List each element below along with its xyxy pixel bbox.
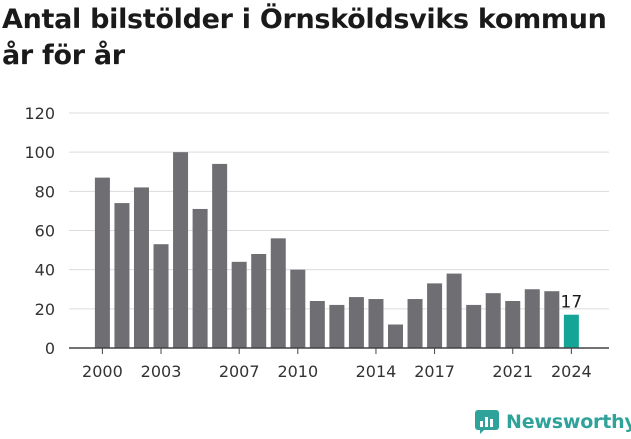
y-tick-label: 0 [45,339,55,358]
bar-2021 [505,301,521,348]
x-axis [69,347,609,354]
x-tick-label: 2000 [82,362,123,381]
bar-2016 [407,299,423,348]
x-tick-label: 2024 [551,362,592,381]
bar-chart: 0 20 40 60 80 100 120 2000 2003 2007 2010 2014 2017… [24,104,609,381]
data-label-2024: 17 [561,293,583,313]
bar-2004 [173,152,189,348]
y-tick-label: 40 [35,261,55,280]
y-tick-label: 80 [35,182,55,201]
bar-2007 [231,261,247,348]
bar-2013 [348,297,364,348]
bar-2014 [368,299,384,348]
bar-2009 [270,238,286,348]
bar-2012 [329,304,345,348]
bar-2010 [290,269,306,348]
bar-2023 [544,291,560,348]
newsworthy-logo-icon [475,410,499,434]
bar-2000 [94,177,110,348]
y-axis-tick-labels: 0 20 40 60 80 100 120 [24,104,55,358]
data-labels: 17 [561,293,583,313]
x-axis-tick-labels: 2000 2003 2007 2010 2014 2017 2021 2024 [82,362,592,381]
bar-2003 [153,244,169,348]
newsworthy-brand: Newsworthy [474,408,631,436]
bar-2015 [388,324,403,348]
y-tick-label: 100 [24,143,55,162]
y-tick-label: 120 [24,104,55,123]
x-tick-label: 2017 [414,362,455,381]
bar-2006 [212,163,228,348]
y-tick-label: 60 [35,222,55,241]
y-tick-label: 20 [35,300,55,319]
x-tick-label: 2014 [356,362,397,381]
bar-2005 [192,208,208,348]
bar-2018 [446,273,462,348]
bar-2017 [427,283,443,348]
bar-2019 [466,304,482,348]
bar-2022 [524,289,540,348]
bar-2024 [563,314,579,348]
x-tick-label: 2003 [141,362,182,381]
bar-2008 [251,254,267,348]
bars [94,152,579,348]
x-tick-label: 2010 [277,362,318,381]
gridlines [69,112,609,310]
bar-2001 [114,203,130,348]
x-tick-label: 2007 [219,362,260,381]
bar-2020 [485,293,501,348]
bar-2011 [309,301,325,348]
brand-name: Newsworthy [506,411,631,433]
chart-title: Antal bilstölder i Örnsköldsviks kommun … [2,4,607,71]
x-tick-label: 2021 [492,362,533,381]
bar-2002 [133,187,149,348]
